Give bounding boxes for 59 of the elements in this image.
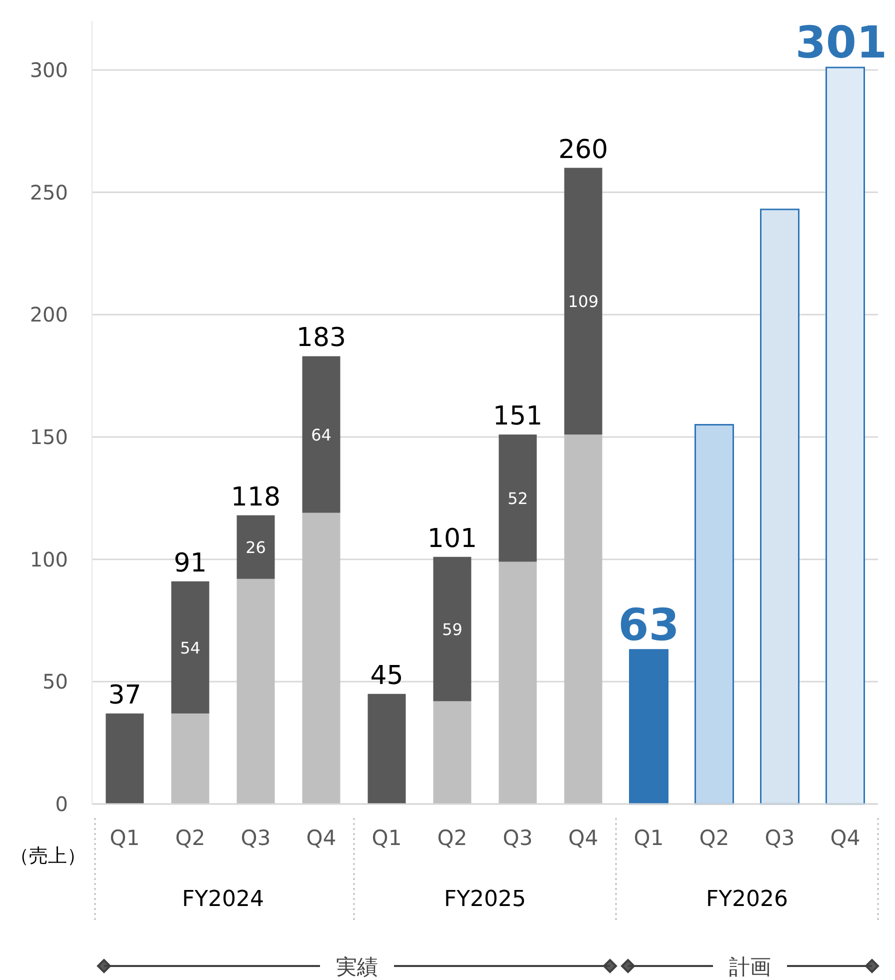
x-tick-label: Q4 [830,826,860,850]
text: 計画 [729,955,771,979]
y-tick-label: 250 [30,180,68,204]
bar [236,515,275,579]
bar [171,713,210,804]
x-tick-label: Q3 [240,826,271,850]
bar [302,512,340,804]
total-label: 260 [558,134,608,165]
data-label: 59 [442,620,462,640]
bar [236,578,275,804]
x-tick-label: Q3 [502,826,533,850]
bar [106,713,144,804]
y-tick-label: 150 [30,424,68,449]
bar [302,356,340,513]
total-label: 45 [370,660,404,691]
bar [564,434,602,804]
data-label: 54 [180,638,200,658]
x-tick-label: Q1 [110,826,140,850]
y-tick-label: 300 [30,58,68,82]
total-label: 101 [427,524,478,554]
text: 実績 [336,955,378,979]
bar [368,694,406,804]
y-axis-title: （売上） [10,845,86,867]
x-tick-label: Q2 [175,826,206,850]
total-label: 151 [492,402,543,432]
total-label: 37 [108,680,142,710]
y-tick-label: 0 [55,792,68,816]
total-label: 183 [296,323,346,354]
bar [171,581,210,714]
text: FY2025 [444,887,526,912]
bar [498,434,537,562]
x-tick-label: Q2 [699,826,730,850]
total-label: 63 [618,600,680,651]
bar [498,562,537,804]
x-tick-label: Q4 [306,826,336,850]
y-tick-label: 50 [42,670,68,694]
y-tick-label: 100 [30,547,68,572]
x-tick-label: Q4 [568,826,598,850]
x-tick-label: Q3 [764,826,795,850]
bar [564,168,602,435]
bar [433,701,472,804]
text: FY2024 [182,887,264,912]
y-tick-label: 200 [30,302,68,327]
text: FY2026 [706,887,788,912]
bar [433,556,472,702]
bar [629,649,668,805]
bar [826,66,865,805]
x-tick-label: Q1 [372,826,402,850]
bar [694,424,734,805]
x-tick-label: Q2 [437,826,468,850]
total-label: 118 [230,482,281,512]
data-label: 26 [246,538,266,558]
data-label: 64 [311,426,332,445]
data-label: 52 [508,489,528,508]
x-tick-label: Q1 [634,826,664,850]
data-label: 109 [568,292,599,312]
total-label: 91 [174,548,207,578]
total-label: 301 [795,17,888,68]
bar [760,208,800,805]
